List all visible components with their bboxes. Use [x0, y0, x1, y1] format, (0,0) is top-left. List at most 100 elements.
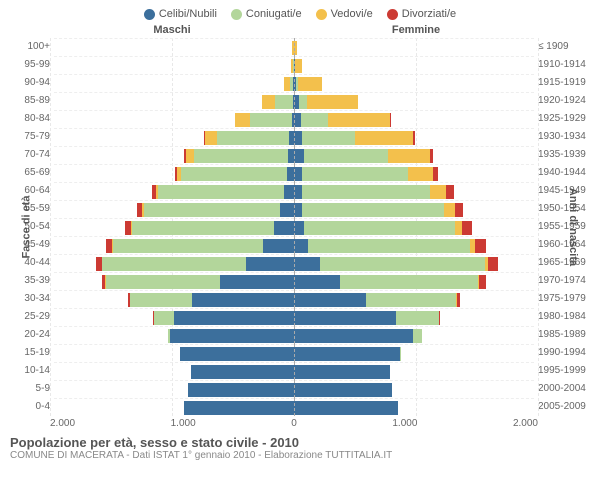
bar-segment: [294, 329, 413, 343]
bar-segment: [250, 113, 292, 127]
bar-segment: [158, 185, 284, 199]
bar-segment: [396, 311, 439, 325]
bar-segment: [388, 149, 430, 163]
chart-title: Popolazione per età, sesso e stato civil…: [10, 435, 590, 450]
bar-segment: [430, 185, 447, 199]
bar-segment: [294, 239, 308, 253]
x-tick: 2.000: [50, 418, 75, 429]
bar-segment: [455, 221, 462, 235]
bar-segment: [294, 167, 302, 181]
bar-segment: [106, 275, 220, 289]
year-label: 1975-1979: [534, 290, 600, 308]
bar-segment: [284, 185, 294, 199]
year-label: 1990-1994: [534, 344, 600, 362]
age-label: 20-24: [0, 326, 54, 344]
bar-segment: [294, 365, 390, 379]
age-label: 35-39: [0, 272, 54, 290]
legend-label: Divorziati/e: [402, 8, 456, 20]
legend-swatch: [231, 9, 242, 20]
bar-segment: [174, 311, 294, 325]
bar-segment: [113, 239, 263, 253]
bar-segment: [304, 221, 455, 235]
bar-segment: [304, 149, 388, 163]
bar-segment: [413, 329, 423, 343]
bar-segment: [302, 185, 429, 199]
bar-segment: [328, 113, 390, 127]
bar-segment: [194, 149, 288, 163]
bar-segment: [307, 95, 357, 109]
bar-segment: [263, 239, 294, 253]
bar-segment: [294, 257, 320, 271]
pyramid-row: 85-891920-1924: [0, 92, 600, 110]
age-label: 75-79: [0, 128, 54, 146]
bar-segment: [433, 167, 438, 181]
bar-segment: [130, 293, 192, 307]
bar-segment: [455, 203, 463, 217]
x-tick: 2.000: [513, 418, 538, 429]
bar-segment: [430, 149, 434, 163]
bar-segment: [302, 131, 355, 145]
bar-segment: [320, 257, 484, 271]
age-label: 10-14: [0, 362, 54, 380]
legend-swatch: [144, 9, 155, 20]
legend-label: Celibi/Nubili: [159, 8, 217, 20]
bar-segment: [294, 131, 302, 145]
pyramid-row: 75-791930-1934: [0, 128, 600, 146]
bar-segment: [366, 293, 456, 307]
age-label: 100+: [0, 38, 54, 56]
bar-segment: [280, 203, 294, 217]
bar-segment: [294, 113, 301, 127]
year-label: 2000-2004: [534, 380, 600, 398]
bar-segment: [294, 149, 304, 163]
x-ticks: 2.0001.00001.0002.000: [50, 418, 538, 429]
bar-segment: [308, 239, 470, 253]
bar-segment: [262, 95, 275, 109]
bar-segment: [205, 131, 217, 145]
bar-segment: [188, 383, 294, 397]
pyramid-row: 100+≤ 1909: [0, 38, 600, 56]
bar-segment: [184, 401, 294, 415]
bar-segment: [294, 311, 396, 325]
year-label: 1970-1974: [534, 272, 600, 290]
age-label: 95-99: [0, 56, 54, 74]
bar-segment: [181, 167, 287, 181]
age-label: 25-29: [0, 308, 54, 326]
legend-item: Celibi/Nubili: [144, 8, 217, 20]
bar-segment: [186, 149, 194, 163]
bar-segment: [294, 293, 366, 307]
x-tick: 1.000: [171, 418, 196, 429]
bar-segment: [295, 59, 302, 73]
legend-label: Vedovi/e: [331, 8, 373, 20]
bar-segment: [294, 185, 302, 199]
bar-segment: [340, 275, 478, 289]
bar-segment: [220, 275, 294, 289]
bar-segment: [246, 257, 294, 271]
year-label: 1940-1944: [534, 164, 600, 182]
pyramid-row: 35-39 1970-1974: [0, 272, 600, 290]
bar-segment: [294, 275, 340, 289]
bar-segment: [275, 95, 293, 109]
bar-segment: [355, 131, 413, 145]
bar-segment: [106, 239, 113, 253]
bar-segment: [444, 203, 455, 217]
bar-segment: [180, 347, 294, 361]
pyramid-row: 95-991910-1914: [0, 56, 600, 74]
x-axis: 2.0001.00001.0002.000: [0, 418, 600, 429]
bar-segment: [294, 347, 400, 361]
legend-item: Coniugati/e: [231, 8, 302, 20]
age-label: 90-94: [0, 74, 54, 92]
pyramid-row: 65-691940-1944: [0, 164, 600, 182]
bar-segment: [235, 113, 249, 127]
bar-segment: [170, 329, 294, 343]
year-label: 1985-1989: [534, 326, 600, 344]
pyramid-row: 45-491960-1964: [0, 236, 600, 254]
legend-item: Divorziati/e: [387, 8, 456, 20]
bar-segment: [446, 185, 453, 199]
year-label: 2005-2009: [534, 398, 600, 416]
year-label: 1925-1929: [534, 110, 600, 128]
legend-swatch: [316, 9, 327, 20]
pyramid-row: 20-24 1985-1989: [0, 326, 600, 344]
age-label: 70-74: [0, 146, 54, 164]
bar-segment: [439, 311, 440, 325]
pyramid-row: 0-42005-2009: [0, 398, 600, 416]
